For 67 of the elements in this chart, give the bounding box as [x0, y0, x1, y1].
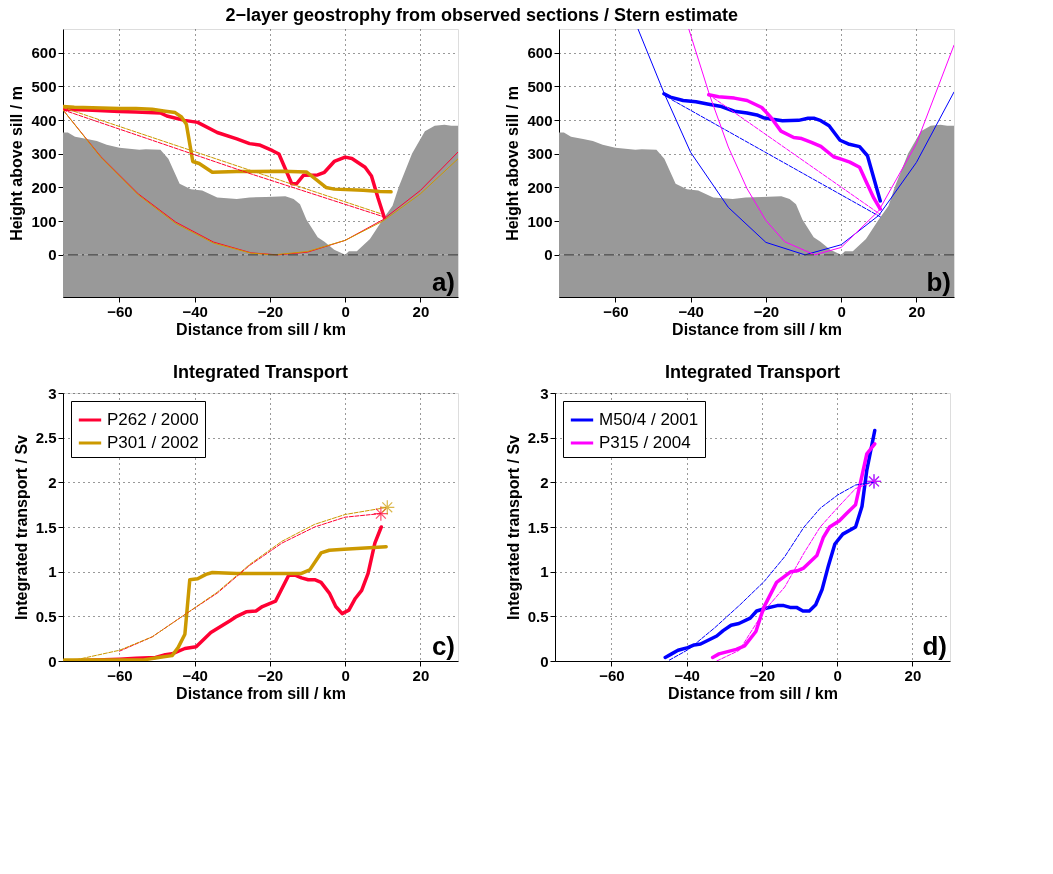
y-tick-label: 300: [527, 145, 553, 163]
y-tick-label: 1.5: [35, 518, 57, 536]
x-tick-label: −40: [674, 666, 700, 684]
chart-title: 2−layer geostrophy from observed sections / Stern estimate: [225, 4, 739, 25]
annotation: c): [431, 631, 455, 661]
y-tick-label: 0: [544, 246, 553, 264]
x-tick-label: 20: [412, 666, 430, 684]
y-tick-label: 1.5: [527, 518, 549, 536]
x-tick-label: −20: [753, 302, 780, 320]
y-tick-label: 1: [540, 563, 549, 581]
y-tick-label: 400: [31, 111, 57, 129]
y-tick-label: 0.5: [35, 607, 57, 625]
y-tick-label: 2.5: [527, 429, 549, 447]
x-axis-title: Distance from sill / km: [672, 320, 842, 338]
x-tick-label: 0: [837, 302, 846, 320]
y-axis-title: Integrated transport / Sv: [12, 434, 30, 620]
y-axis-title: Integrated transport / Sv: [504, 434, 522, 620]
x-tick-label: 20: [412, 302, 430, 320]
x-tick-label: 0: [341, 666, 350, 684]
y-tick-label: 0: [48, 652, 57, 670]
y-tick-label: 200: [31, 178, 57, 196]
y-tick-label: 600: [527, 44, 553, 62]
y-axis-title: Height above sill / m: [504, 86, 522, 241]
x-tick-label: −60: [603, 302, 629, 320]
x-tick-label: −20: [749, 666, 776, 684]
y-tick-label: 3: [540, 384, 549, 402]
y-tick-label: 100: [527, 212, 553, 230]
x-tick-label: 20: [904, 666, 922, 684]
y-tick-label: 2: [48, 473, 57, 491]
y-tick-label: 400: [527, 111, 553, 129]
x-tick-label: −40: [182, 666, 208, 684]
x-tick-label: 20: [908, 302, 926, 320]
y-tick-label: 300: [31, 145, 57, 163]
chart-title: Integrated Transport: [664, 362, 841, 382]
x-tick-label: −40: [678, 302, 704, 320]
legend-label: M50/4 / 2001: [599, 410, 699, 429]
y-tick-label: 3: [48, 384, 57, 402]
x-axis-title: Distance from sill / km: [668, 684, 838, 702]
x-axis-title: Distance from sill / km: [176, 320, 346, 338]
x-tick-label: −60: [107, 302, 133, 320]
y-axis-title: Height above sill / m: [8, 86, 26, 241]
y-tick-label: 600: [31, 44, 57, 62]
x-tick-label: −40: [182, 302, 208, 320]
chart-title: Integrated Transport: [172, 362, 349, 382]
y-tick-label: 500: [527, 77, 553, 95]
annotation: b): [926, 267, 951, 297]
x-tick-label: −60: [599, 666, 625, 684]
y-tick-label: 500: [31, 77, 57, 95]
y-tick-label: 0: [540, 652, 549, 670]
legend-label: P315 / 2004: [599, 433, 691, 452]
x-tick-label: −20: [257, 666, 284, 684]
annotation: a): [431, 267, 455, 297]
x-tick-label: 0: [833, 666, 842, 684]
y-tick-label: 1: [48, 563, 57, 581]
x-tick-label: −60: [107, 666, 133, 684]
y-tick-label: 2: [540, 473, 549, 491]
y-tick-label: 2.5: [35, 429, 57, 447]
legend-label: P262 / 2000: [107, 410, 199, 429]
annotation: d): [922, 631, 947, 661]
legend-label: P301 / 2002: [107, 433, 199, 452]
y-tick-label: 200: [527, 178, 553, 196]
x-tick-label: 0: [341, 302, 350, 320]
y-tick-label: 0.5: [527, 607, 549, 625]
x-tick-label: −20: [257, 302, 284, 320]
x-axis-title: Distance from sill / km: [176, 684, 346, 702]
y-tick-label: 100: [31, 212, 57, 230]
y-tick-label: 0: [48, 246, 57, 264]
